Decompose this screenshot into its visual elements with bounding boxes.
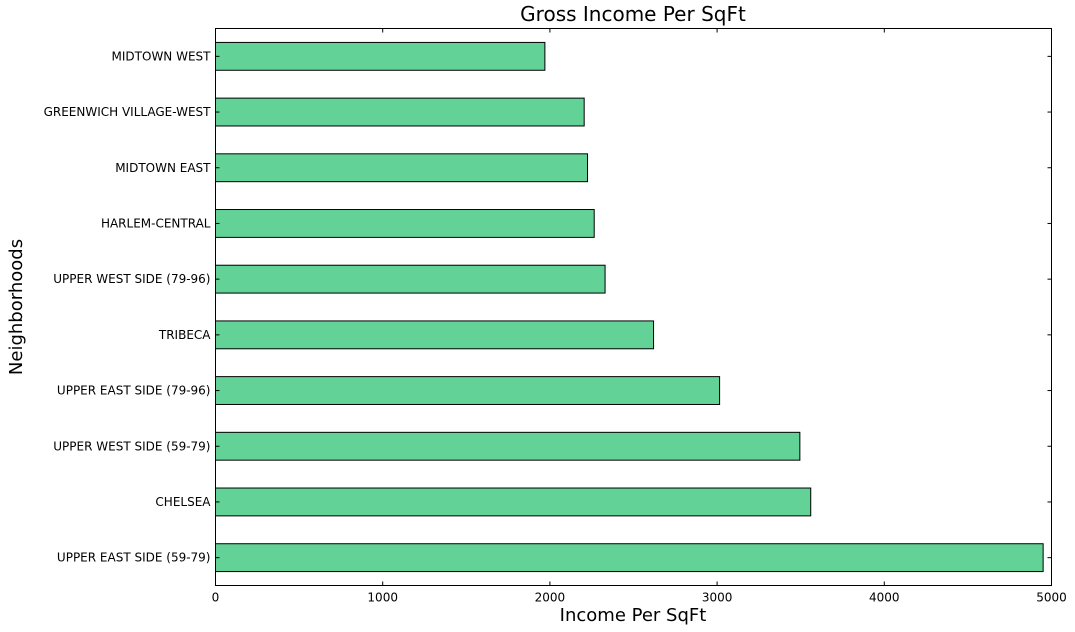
bars-group	[215, 41, 1044, 573]
chart-title: Gross Income Per SqFt	[520, 2, 746, 26]
y-tick-label-midtown-west: MIDTOWN WEST	[112, 49, 212, 63]
y-tick-label-greenwich-village-west: GREENWICH VILLAGE-WEST	[44, 105, 212, 119]
x-tick-label-5000: 5000	[1036, 591, 1067, 605]
bar-tribeca	[215, 320, 655, 350]
bar-upper-west-side-79-96	[215, 264, 606, 294]
x-tick-label-1000: 1000	[367, 591, 398, 605]
bar-greenwich-village-west	[215, 97, 585, 127]
bar-upper-east-side-79-96	[215, 376, 721, 405]
y-axis-title: Neighborhoods	[6, 239, 27, 375]
y-tick-label-harlem-central: HARLEM-CENTRAL	[101, 216, 211, 230]
y-tick-labels: UPPER EAST SIDE (59-79) CHELSEA UPPER WEST…	[44, 49, 212, 564]
bar-midtown-east	[215, 153, 589, 183]
y-tick-label-tribeca: TRIBECA	[158, 328, 211, 342]
bar-upper-west-side-59-79	[215, 431, 801, 461]
x-axis-title: Income Per SqFt	[560, 605, 707, 626]
x-tick-label-2000: 2000	[535, 591, 566, 605]
y-tick-label-upper-west-side-79-96: UPPER WEST SIDE (79-96)	[53, 272, 210, 286]
y-tick-label-upper-east-side-79-96: UPPER EAST SIDE (79-96)	[57, 384, 211, 398]
y-tick-label-chelsea: CHELSEA	[155, 495, 211, 509]
plot-frame	[215, 28, 1052, 586]
y-tick-label-upper-west-side-59-79: UPPER WEST SIDE (59-79)	[53, 439, 210, 453]
bar-upper-east-side-59-79	[215, 543, 1044, 573]
bar-harlem-central	[215, 209, 595, 238]
y-tick-label-upper-east-side-59-79: UPPER EAST SIDE (59-79)	[57, 551, 211, 565]
ticks-group	[215, 28, 1052, 586]
y-tick-label-midtown-east: MIDTOWN EAST	[115, 161, 211, 175]
bar-midtown-west	[215, 41, 546, 71]
x-tick-label-4000: 4000	[869, 591, 900, 605]
x-tick-label-0: 0	[212, 591, 220, 605]
bar-chelsea	[215, 487, 812, 517]
x-tick-label-3000: 3000	[702, 591, 733, 605]
x-tick-labels: 0 1000 2000 3000 4000 5000	[212, 591, 1067, 605]
